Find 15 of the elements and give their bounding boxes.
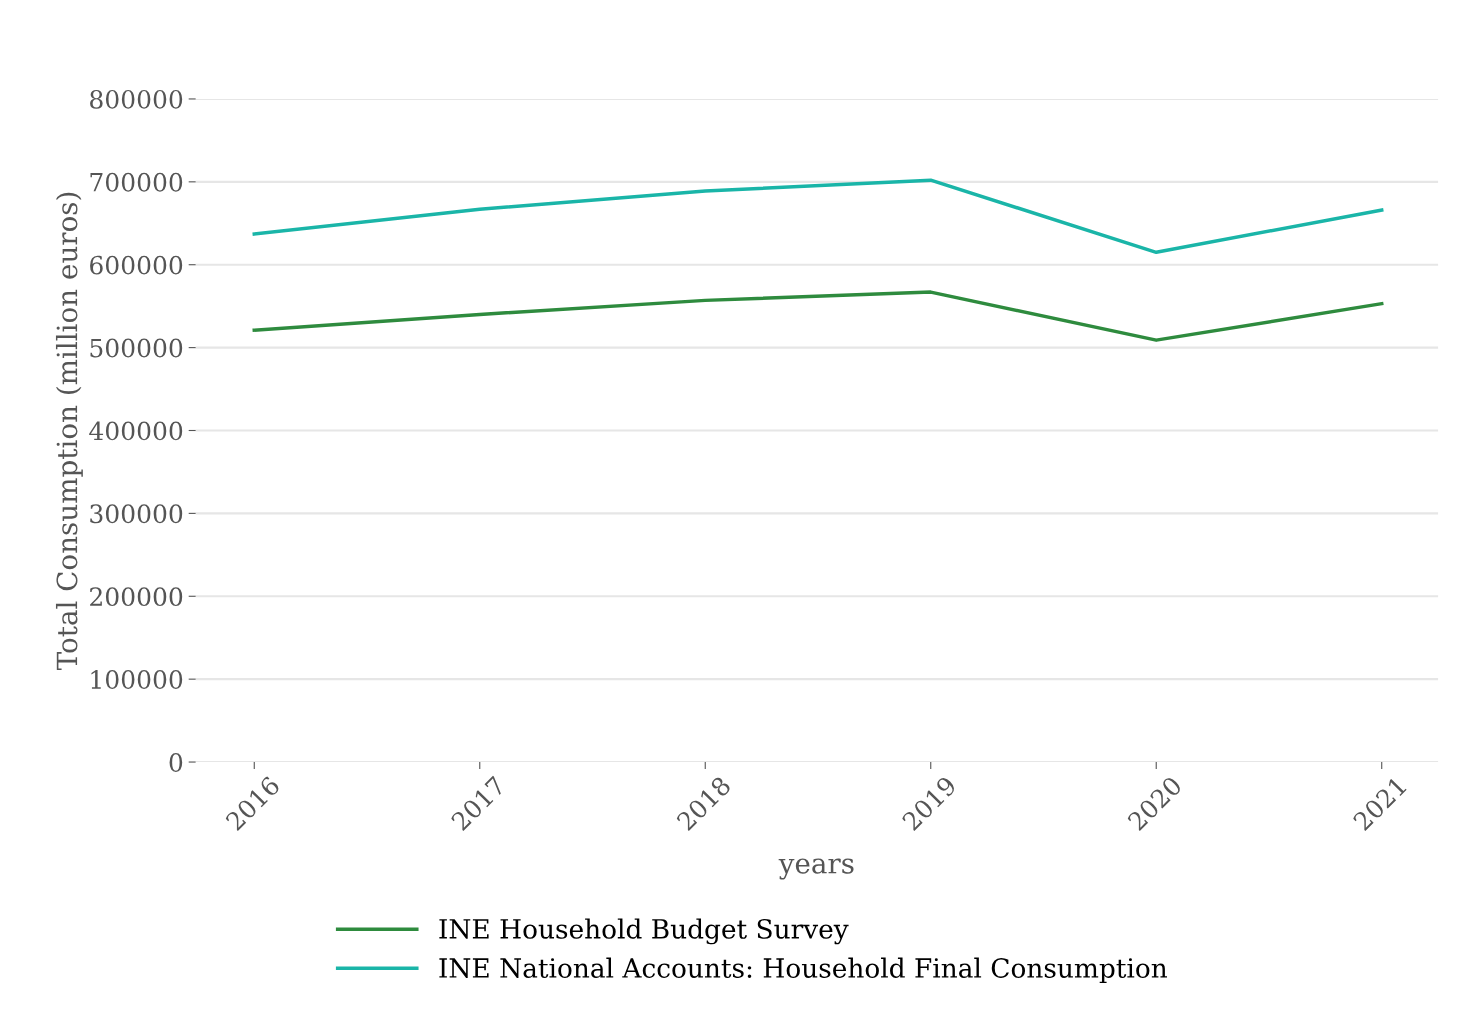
line-series — [252, 290, 1384, 342]
y-tick-label: 400000 — [89, 421, 183, 441]
y-tick-label: 200000 — [90, 587, 183, 607]
y-tick-label: 100000 — [91, 670, 183, 690]
y-tick-label: 600000 — [90, 255, 183, 275]
y-tick-label: 800000 — [90, 89, 183, 109]
y-tick-label: 0 — [169, 752, 183, 772]
legend-label: INE Household Budget Survey — [439, 918, 849, 945]
y-tick-label: 300000 — [90, 504, 183, 524]
y-tick-label: 700000 — [90, 172, 183, 192]
x-axis-title: years — [778, 858, 854, 880]
legend-label: INE National Accounts: Household Final Consumption — [439, 957, 1168, 984]
y-tick-label: 500000 — [90, 338, 183, 358]
line-series — [252, 178, 1384, 255]
y-axis-title: Total Consumption (million euros) — [55, 192, 83, 671]
